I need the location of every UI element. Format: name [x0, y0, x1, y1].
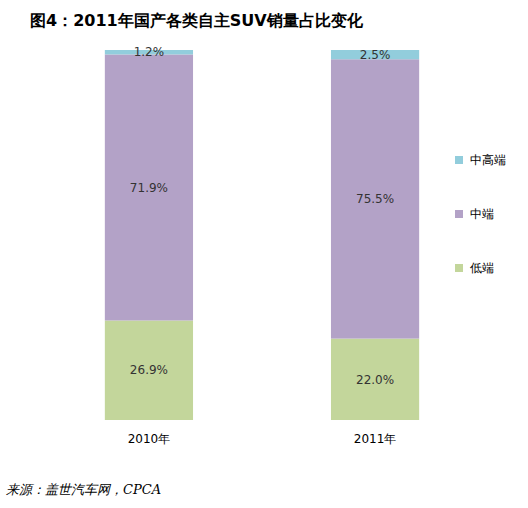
- tick: 2011年: [354, 420, 397, 446]
- data-label: 2.5%: [360, 48, 391, 62]
- axis-line: [38, 420, 488, 421]
- tick-label: 2011年: [354, 432, 397, 446]
- source: 来源：盖世汽车网，CPCA: [6, 482, 161, 497]
- bar-segment: [105, 320, 193, 420]
- x-axis: 2010年 2011年: [38, 420, 488, 446]
- legend-swatch: [455, 210, 463, 218]
- data-label: 26.9%: [130, 363, 168, 377]
- bar-segment: [105, 54, 193, 320]
- tick-label: 2010年: [128, 432, 171, 446]
- data-label: 22.0%: [356, 373, 394, 387]
- legend-label: 中端: [470, 207, 494, 221]
- data-labels: 26.9% 22.0% 71.9% 75.5% 1.2% 2.5%: [130, 45, 394, 386]
- legend-label: 中高端: [470, 153, 506, 167]
- title: 图4：2011年国产各类自主SUV销量占比变化: [30, 11, 364, 30]
- legend-swatch: [455, 156, 463, 164]
- data-label: 71.9%: [130, 181, 168, 195]
- data-label: 75.5%: [356, 192, 394, 206]
- bar-segment: [331, 59, 419, 338]
- chart: 图4：2011年国产各类自主SUV销量占比变化 26.9% 22.0% 71.9% 75…: [0, 0, 528, 508]
- legend-label: 低端: [470, 261, 494, 275]
- tick: 2010年: [128, 420, 171, 446]
- bars: [105, 50, 419, 420]
- legend: 中高端中端低端: [455, 153, 506, 275]
- legend-swatch: [455, 264, 463, 272]
- data-label: 1.2%: [134, 45, 165, 59]
- bar-segment: [331, 339, 419, 420]
